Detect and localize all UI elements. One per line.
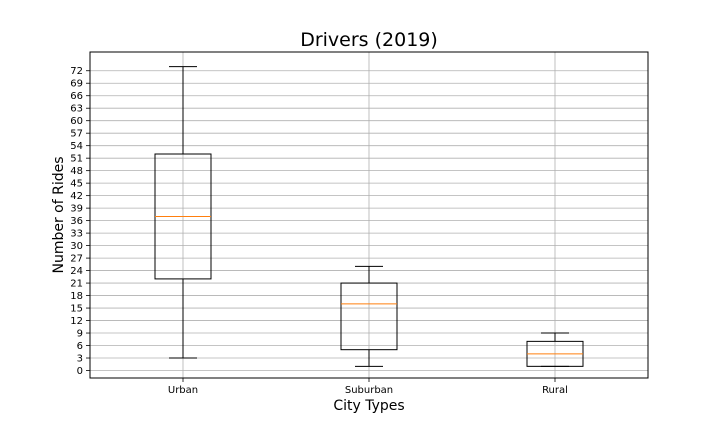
- y-tick-label: 54: [70, 141, 83, 152]
- y-tick-label: 0: [77, 366, 83, 377]
- y-tick-label: 66: [70, 91, 83, 102]
- y-tick-label: 18: [70, 291, 83, 302]
- y-tick-label: 33: [70, 229, 83, 240]
- chart-title: Drivers (2019): [300, 29, 438, 51]
- y-tick-label: 36: [70, 216, 83, 227]
- y-tick-label: 9: [77, 329, 83, 340]
- grid-lines: [90, 52, 648, 378]
- y-tick-label: 39: [70, 204, 83, 215]
- y-tick-label: 24: [70, 266, 83, 277]
- y-tick-label: 63: [70, 104, 83, 115]
- y-tick-label: 72: [70, 66, 83, 77]
- y-tick-label: 12: [70, 316, 83, 327]
- y-tick-label: 69: [70, 79, 83, 90]
- y-tick-label: 3: [77, 354, 83, 365]
- x-tick-label: Rural: [542, 385, 568, 396]
- box-elements: [154, 66, 584, 367]
- y-tick-label: 48: [70, 166, 83, 177]
- x-axis-label: City Types: [333, 398, 404, 414]
- y-tick-label: 21: [70, 279, 83, 290]
- x-tick-label: Suburban: [345, 385, 393, 396]
- y-tick-label: 30: [70, 241, 83, 252]
- y-tick-label: 6: [77, 341, 83, 352]
- y-tick-label: 42: [70, 191, 83, 202]
- y-axis-label: Number of Rides: [51, 156, 67, 273]
- y-tick-label: 45: [70, 179, 83, 190]
- y-tick-label: 57: [70, 129, 83, 140]
- axis-ticks: 0369121518212427303336394245485154576063…: [70, 66, 568, 396]
- iqr-box: [340, 282, 398, 351]
- x-tick-label: Urban: [168, 385, 198, 396]
- y-tick-label: 27: [70, 254, 83, 265]
- y-tick-label: 60: [70, 116, 83, 127]
- y-tick-label: 15: [70, 304, 83, 315]
- y-tick-label: 51: [70, 154, 83, 165]
- plot-area-frame: [89, 51, 649, 379]
